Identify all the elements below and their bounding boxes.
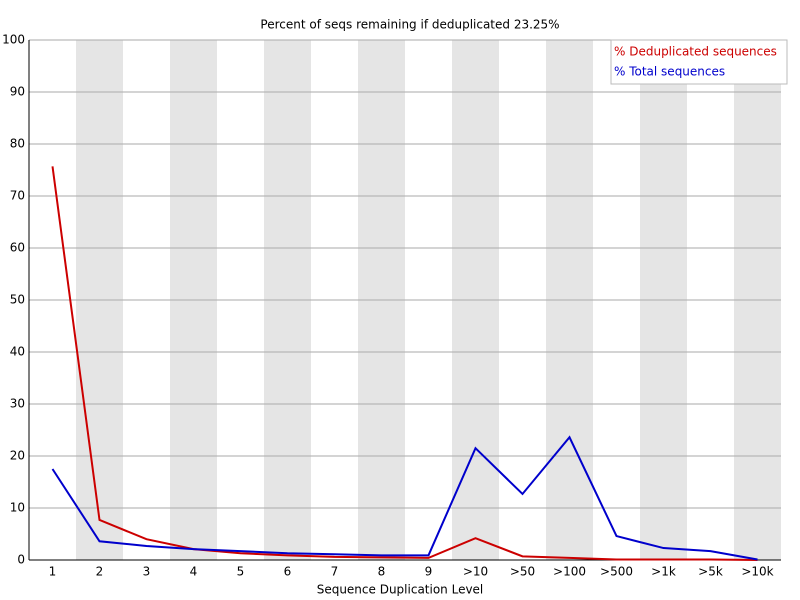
y-tick-label: 90 <box>10 85 25 99</box>
y-tick-label: 70 <box>10 189 25 203</box>
y-tick-label: 0 <box>17 553 25 567</box>
y-tick-label: 80 <box>10 137 25 151</box>
x-tick-label: >50 <box>510 565 535 579</box>
x-tick-label: 9 <box>425 565 433 579</box>
y-tick-label: 50 <box>10 293 25 307</box>
data-line <box>51 166 758 561</box>
x-tick-label: >1k <box>651 565 676 579</box>
legend-entry: % Total sequences <box>614 65 725 79</box>
x-tick-label: 7 <box>331 565 339 579</box>
y-tick-label: 30 <box>10 397 25 411</box>
x-tick-label: 5 <box>237 565 245 579</box>
chart-title: Percent of seqs remaining if deduplicate… <box>260 18 559 32</box>
x-tick-label: >100 <box>553 565 586 579</box>
legend-box <box>610 39 788 85</box>
x-tick-label: 2 <box>96 565 104 579</box>
data-line <box>51 435 758 561</box>
x-tick-label: 3 <box>143 565 151 579</box>
x-tick-label: 1 <box>49 565 57 579</box>
x-tick-label: >5k <box>698 565 723 579</box>
y-tick-label: 40 <box>10 345 25 359</box>
x-tick-label: >10k <box>741 565 773 579</box>
x-tick-label: 8 <box>378 565 386 579</box>
y-tick-label: 60 <box>10 241 25 255</box>
legend-entry: % Deduplicated sequences <box>614 45 777 59</box>
y-tick-label: 20 <box>10 449 25 463</box>
x-tick-label: 6 <box>284 565 292 579</box>
x-tick-label: 4 <box>190 565 198 579</box>
y-tick-label: 100 <box>2 33 25 47</box>
x-tick-label: >10 <box>463 565 488 579</box>
x-axis-label: Sequence Duplication Level <box>317 583 484 597</box>
x-tick-label: >500 <box>600 565 633 579</box>
y-tick-label: 10 <box>10 501 25 515</box>
